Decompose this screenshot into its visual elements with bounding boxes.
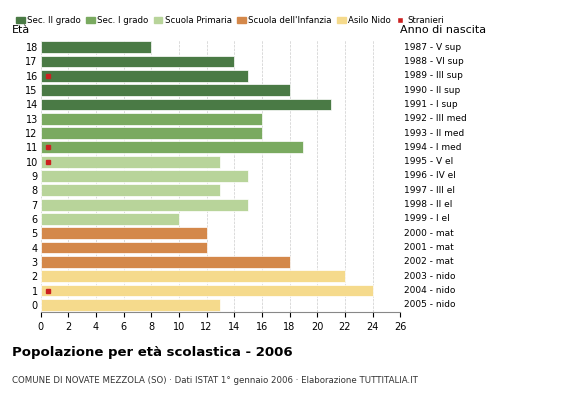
Text: 1987 - V sup: 1987 - V sup [404, 43, 461, 52]
Text: 1999 - I el: 1999 - I el [404, 214, 450, 224]
Bar [41, 285, 372, 296]
Text: 2002 - mat: 2002 - mat [404, 257, 454, 266]
Text: 1991 - I sup: 1991 - I sup [404, 100, 458, 109]
Text: 1992 - III med: 1992 - III med [404, 114, 466, 123]
Bar [41, 170, 248, 182]
Bar [41, 199, 248, 210]
Bar [41, 98, 331, 110]
Text: 2000 - mat: 2000 - mat [404, 229, 454, 238]
Bar [41, 156, 220, 168]
Text: 1993 - II med: 1993 - II med [404, 128, 464, 138]
Text: 1998 - II el: 1998 - II el [404, 200, 452, 209]
Bar [41, 256, 289, 268]
Bar [41, 56, 234, 67]
Text: 1989 - III sup: 1989 - III sup [404, 71, 463, 80]
Text: 2005 - nido: 2005 - nido [404, 300, 455, 309]
Bar [41, 142, 303, 153]
Legend: Sec. II grado, Sec. I grado, Scuola Primaria, Scuola dell'Infanzia, Asilo Nido, : Sec. II grado, Sec. I grado, Scuola Prim… [16, 16, 444, 25]
Bar [41, 213, 179, 225]
Bar [41, 113, 262, 125]
Bar [41, 127, 262, 139]
Text: 1995 - V el: 1995 - V el [404, 157, 453, 166]
Text: COMUNE DI NOVATE MEZZOLA (SO) · Dati ISTAT 1° gennaio 2006 · Elaborazione TUTTIT: COMUNE DI NOVATE MEZZOLA (SO) · Dati IST… [12, 376, 418, 385]
Text: Età: Età [12, 24, 30, 34]
Text: 2004 - nido: 2004 - nido [404, 286, 455, 295]
Text: 1994 - I med: 1994 - I med [404, 143, 461, 152]
Text: 1990 - II sup: 1990 - II sup [404, 86, 460, 95]
Text: 1988 - VI sup: 1988 - VI sup [404, 57, 463, 66]
Bar [41, 270, 345, 282]
Bar [41, 227, 206, 239]
Bar [41, 70, 248, 82]
Bar [41, 41, 151, 53]
Text: Anno di nascita: Anno di nascita [400, 24, 486, 34]
Text: 2003 - nido: 2003 - nido [404, 272, 455, 281]
Text: Popolazione per età scolastica - 2006: Popolazione per età scolastica - 2006 [12, 346, 292, 359]
Bar [41, 242, 206, 254]
Text: 1996 - IV el: 1996 - IV el [404, 172, 456, 180]
Bar [41, 299, 220, 311]
Text: 1997 - III el: 1997 - III el [404, 186, 455, 195]
Text: 2001 - mat: 2001 - mat [404, 243, 454, 252]
Bar [41, 184, 220, 196]
Bar [41, 84, 289, 96]
